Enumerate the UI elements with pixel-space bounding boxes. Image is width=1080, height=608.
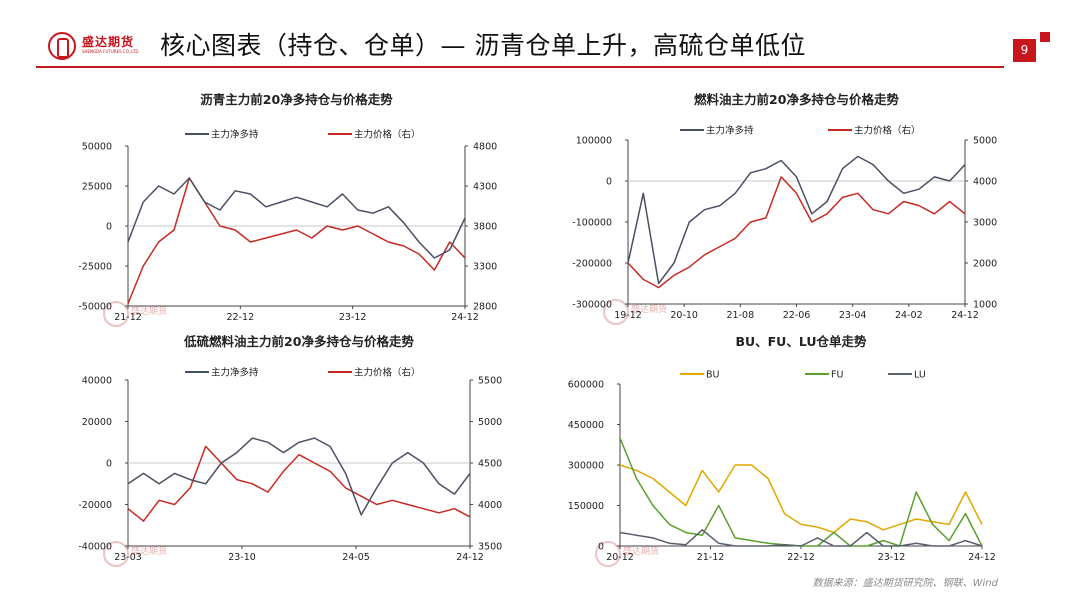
y-tick-label-left: -25000 bbox=[78, 262, 112, 273]
page-number: 9 bbox=[1013, 39, 1036, 62]
watermark-logo-icon bbox=[595, 541, 621, 567]
y-tick-label-left: -200000 bbox=[572, 259, 612, 270]
y-tick-label-left: 300000 bbox=[568, 461, 604, 472]
y-tick-label-right: 2800 bbox=[473, 302, 497, 313]
y-tick-label-left: 150000 bbox=[568, 501, 604, 512]
y-tick-label-right: 4300 bbox=[473, 182, 497, 193]
y-tick-label-right: 5500 bbox=[478, 376, 502, 387]
x-tick-label: 23-12 bbox=[339, 312, 367, 323]
watermark-logo-icon bbox=[103, 541, 129, 567]
y-tick-label-left: 0 bbox=[606, 177, 612, 188]
y-tick-label-left: 450000 bbox=[568, 420, 604, 431]
y-tick-label-right: 5000 bbox=[973, 136, 997, 147]
watermark-logo-icon bbox=[603, 299, 629, 325]
series-line-seriesprice bbox=[127, 177, 466, 304]
page-title: 核心图表（持仓、仓单）— 沥青仓单上升，高硫仓单低位 bbox=[160, 31, 806, 60]
legend-label: 主力净多持 bbox=[706, 125, 754, 137]
x-tick-label: 22-12 bbox=[227, 312, 255, 323]
corner-accent bbox=[1040, 32, 1050, 42]
x-tick-label: 23-12 bbox=[878, 552, 906, 563]
series-line-lu bbox=[619, 529, 983, 547]
y-tick-label-left: 20000 bbox=[82, 417, 112, 428]
series-line-bu bbox=[619, 464, 983, 534]
y-tick-label-right: 4000 bbox=[478, 500, 502, 511]
x-tick-label: 24-12 bbox=[456, 552, 484, 563]
x-tick-label: 24-05 bbox=[342, 552, 370, 563]
y-tick-label-left: -20000 bbox=[78, 500, 112, 511]
x-tick-label: 23-04 bbox=[839, 310, 867, 321]
x-tick-label: 21-12 bbox=[697, 552, 725, 563]
x-tick-label: 24-12 bbox=[451, 312, 479, 323]
watermark-text: 盛达期货 bbox=[131, 305, 167, 317]
x-tick-label: 21-12 bbox=[114, 312, 142, 323]
legend-label: 主力价格（右） bbox=[354, 129, 421, 141]
y-tick-label-left: 0 bbox=[598, 542, 604, 553]
x-tick-label: 22-06 bbox=[783, 310, 811, 321]
legend-label: 主力价格（右） bbox=[354, 367, 421, 379]
y-tick-label-right: 4800 bbox=[473, 142, 497, 153]
y-tick-label-left: 100000 bbox=[576, 136, 612, 147]
y-tick-label-left: 50000 bbox=[82, 142, 112, 153]
header: 盛达期货 SHENGDA FUTURES CO.,LTD. 核心图表（持仓、仓单… bbox=[0, 0, 1080, 70]
chart-title: 沥青主力前20净多持仓与价格走势 bbox=[200, 92, 393, 107]
x-tick-label: 20-12 bbox=[606, 552, 634, 563]
y-tick-label-left: 0 bbox=[106, 222, 112, 233]
x-tick-label: 23-10 bbox=[228, 552, 256, 563]
watermark-logo-icon bbox=[103, 301, 129, 327]
y-tick-label-right: 3000 bbox=[973, 218, 997, 229]
legend-label: LU bbox=[914, 370, 926, 381]
x-tick-label: 20-10 bbox=[670, 310, 698, 321]
y-tick-label-right: 3300 bbox=[473, 262, 497, 273]
series-line-seriesnet-long bbox=[127, 177, 466, 259]
x-tick-label: 24-02 bbox=[895, 310, 923, 321]
legend-label: 主力价格（右） bbox=[854, 125, 921, 137]
logo-english-name: SHENGDA FUTURES CO.,LTD. bbox=[82, 49, 140, 54]
x-tick-label: 21-08 bbox=[727, 310, 755, 321]
y-tick-label-left: 600000 bbox=[568, 380, 604, 391]
x-tick-label: 24-12 bbox=[968, 552, 996, 563]
legend-label: FU bbox=[831, 370, 843, 381]
y-tick-label-left: 25000 bbox=[82, 182, 112, 193]
y-tick-label-left: -100000 bbox=[572, 218, 612, 229]
legend-label: BU bbox=[706, 370, 720, 381]
series-line-seriesprice bbox=[627, 176, 966, 289]
chart-title: 低硫燃料油主力前20净多持仓与价格走势 bbox=[183, 334, 414, 349]
chart-title: BU、FU、LU仓单走势 bbox=[735, 334, 867, 349]
x-tick-label: 24-12 bbox=[951, 310, 979, 321]
x-tick-label: 19-12 bbox=[614, 310, 642, 321]
data-source-note: 数据来源：盛达期货研究院、钢联、Wind bbox=[812, 578, 998, 589]
y-tick-label-right: 5000 bbox=[478, 417, 502, 428]
watermark-text: 盛达期货 bbox=[623, 545, 659, 557]
y-tick-label-right: 4500 bbox=[478, 459, 502, 470]
y-tick-label-right: 1000 bbox=[973, 300, 997, 311]
legend-label: 主力净多持 bbox=[211, 367, 259, 379]
watermark-text: 盛达期货 bbox=[131, 545, 167, 557]
series-line-fu bbox=[619, 437, 983, 547]
y-tick-label-right: 2000 bbox=[973, 259, 997, 270]
y-tick-label-left: -50000 bbox=[78, 302, 112, 313]
x-tick-label: 23-03 bbox=[114, 552, 142, 563]
title-divider bbox=[36, 66, 1004, 68]
legend-label: 主力净多持 bbox=[211, 129, 259, 141]
logo-emblem-icon bbox=[48, 32, 76, 60]
series-line-seriesprice bbox=[127, 445, 471, 522]
watermark-text: 盛达期货 bbox=[631, 303, 667, 315]
x-tick-label: 22-12 bbox=[787, 552, 815, 563]
series-line-seriesnet-long bbox=[127, 437, 471, 516]
y-tick-label-right: 3800 bbox=[473, 222, 497, 233]
company-logo: 盛达期货 SHENGDA FUTURES CO.,LTD. bbox=[36, 30, 148, 64]
y-tick-label-right: 3500 bbox=[478, 542, 502, 553]
chart-title: 燃料油主力前20净多持仓与价格走势 bbox=[694, 92, 899, 107]
y-tick-label-left: 0 bbox=[106, 459, 112, 470]
logo-name: 盛达期货 bbox=[82, 35, 135, 49]
y-tick-label-right: 4000 bbox=[973, 177, 997, 188]
y-tick-label-left: 40000 bbox=[82, 376, 112, 387]
y-tick-label-left: -40000 bbox=[78, 542, 112, 553]
y-tick-label-left: -300000 bbox=[572, 300, 612, 311]
series-line-seriesnet-long bbox=[627, 155, 966, 285]
